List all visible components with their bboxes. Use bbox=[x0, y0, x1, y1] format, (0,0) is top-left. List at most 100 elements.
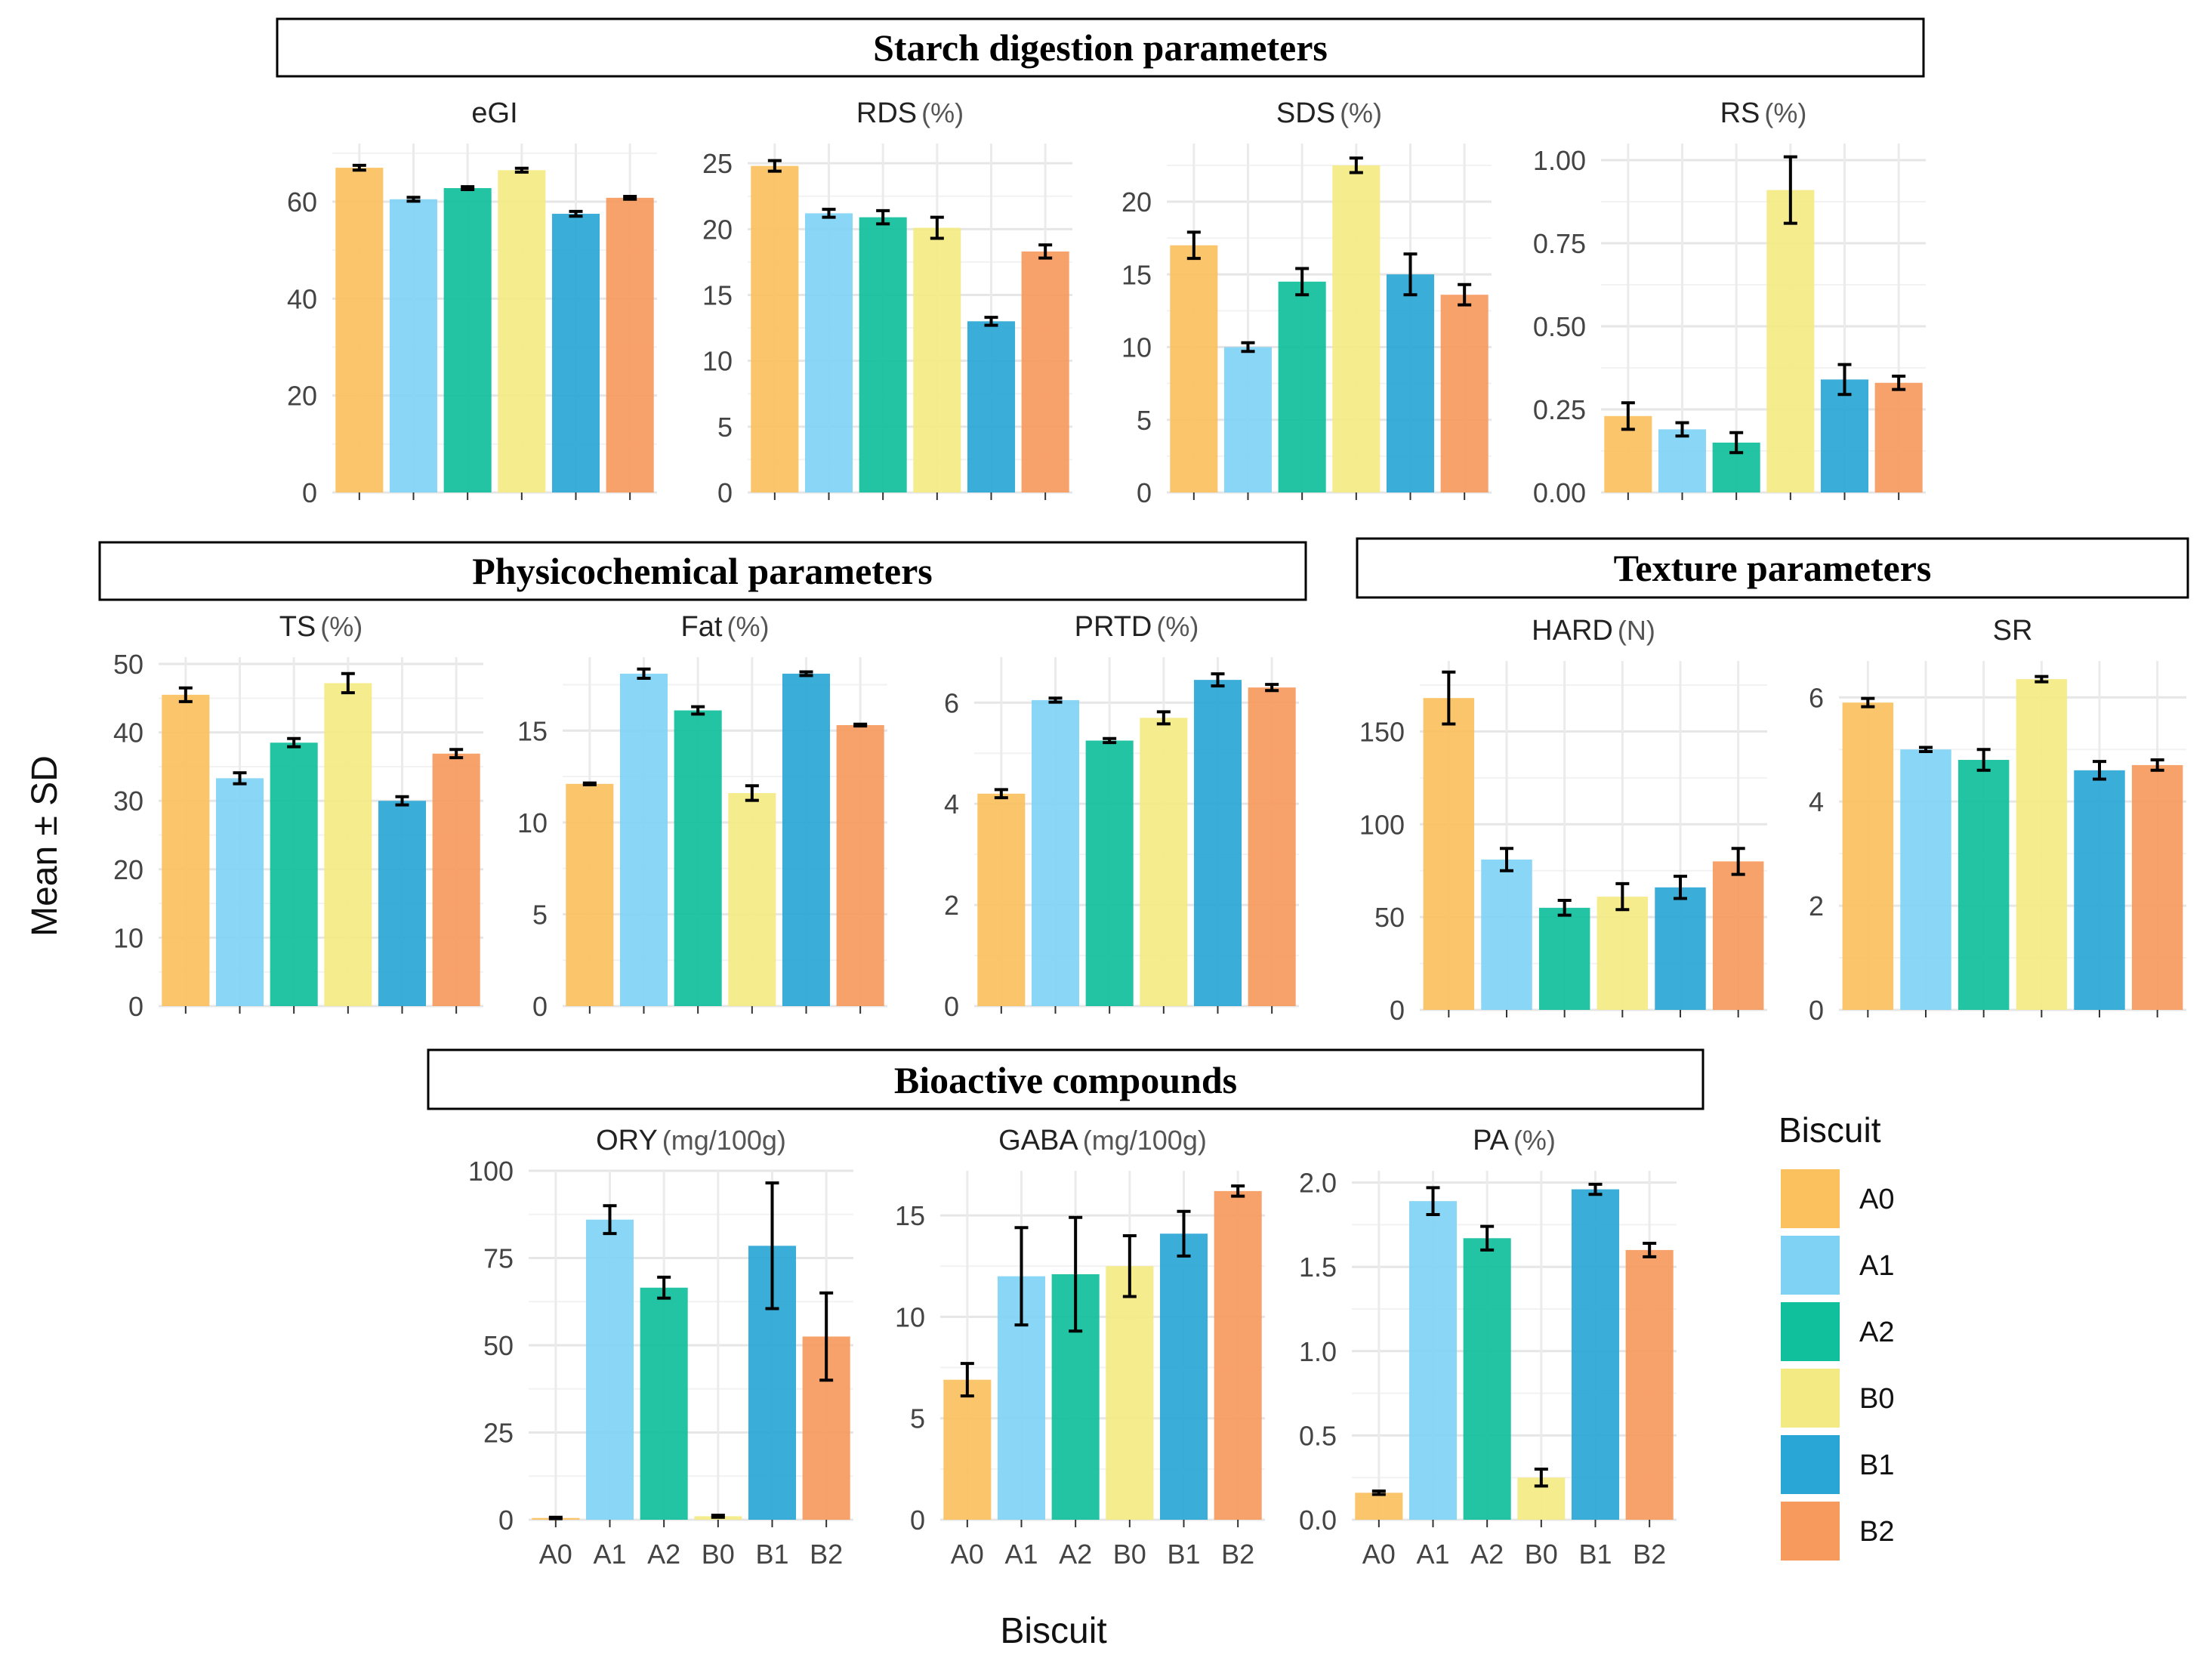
error-bar-b2 bbox=[1892, 375, 1906, 391]
panel-title-name: PA bbox=[1473, 1125, 1510, 1156]
bar-b1 bbox=[551, 214, 600, 492]
error-bar-a1 bbox=[1675, 421, 1689, 438]
y-tick-label: 0.25 bbox=[1533, 394, 1586, 425]
panel-title-name: TS bbox=[279, 611, 316, 643]
panel-title-unit: (%) bbox=[1764, 97, 1806, 128]
error-bar-a2 bbox=[1480, 1224, 1495, 1252]
error-bar-b1 bbox=[1588, 1182, 1603, 1196]
panel-title-name: SDS bbox=[1276, 97, 1335, 129]
y-tick-label: 40 bbox=[113, 718, 143, 749]
legend-swatch bbox=[1781, 1502, 1840, 1561]
y-tick-label: 15 bbox=[1121, 259, 1152, 290]
y-tick-label: 0.75 bbox=[1533, 228, 1586, 259]
error-bar-a0 bbox=[352, 163, 366, 172]
legend-label: A0 bbox=[1859, 1184, 1894, 1215]
x-tick-label: B0 bbox=[702, 1539, 735, 1570]
panel-title-name: SR bbox=[1993, 615, 2033, 647]
y-tick-label: 40 bbox=[287, 283, 317, 314]
legend-label: A2 bbox=[1859, 1317, 1894, 1348]
x-tick-label: A0 bbox=[539, 1539, 572, 1570]
panel-title: SR bbox=[1993, 615, 2033, 647]
x-tick-label: A1 bbox=[1416, 1539, 1449, 1570]
panel-title-name: RDS bbox=[856, 97, 917, 129]
bar-a0 bbox=[943, 1379, 992, 1520]
y-tick-label: 1.00 bbox=[1533, 145, 1586, 176]
bar-b0 bbox=[2016, 679, 2068, 1010]
x-tick-label: A2 bbox=[1059, 1539, 1092, 1570]
panel-title-unit: (%) bbox=[1513, 1125, 1556, 1156]
legend-label: B1 bbox=[1859, 1449, 1894, 1481]
error-bar-a1 bbox=[1500, 847, 1513, 872]
bar-b1 bbox=[1193, 680, 1242, 1006]
error-bar-a2 bbox=[1729, 431, 1744, 455]
bar-b2 bbox=[1440, 295, 1489, 492]
error-bar-a1 bbox=[637, 667, 651, 680]
y-tick-label: 0 bbox=[1390, 995, 1405, 1026]
error-bar-a0 bbox=[178, 686, 193, 703]
error-bar-b2 bbox=[449, 748, 464, 760]
bar-a0 bbox=[1842, 702, 1894, 1010]
x-tick-label: B2 bbox=[1221, 1539, 1254, 1570]
y-tick-label: 5 bbox=[910, 1403, 925, 1434]
legend-item-a0: A0 bbox=[1781, 1169, 1894, 1228]
bar-a1 bbox=[1481, 859, 1532, 1010]
x-tick-label: A0 bbox=[1362, 1539, 1396, 1570]
legend-swatch bbox=[1781, 1369, 1840, 1428]
panel-title-unit: (mg/100g) bbox=[1083, 1125, 1207, 1156]
panel-fat: Fat (%) 0 5 10 15 bbox=[517, 611, 887, 1022]
error-bar-b1 bbox=[395, 795, 409, 807]
y-tick-label: 15 bbox=[895, 1200, 925, 1231]
y-tick-label: 15 bbox=[702, 279, 733, 310]
error-bar-a2 bbox=[461, 185, 475, 191]
bar-a1 bbox=[1900, 749, 1951, 1010]
bar-a1 bbox=[215, 778, 264, 1006]
panel-title-unit: (%) bbox=[1156, 611, 1199, 642]
error-bar-a1 bbox=[603, 1204, 617, 1236]
y-tick-label: 4 bbox=[944, 789, 959, 820]
error-bar-a2 bbox=[1557, 899, 1572, 917]
error-bar-b1 bbox=[2093, 760, 2106, 781]
y-tick-label: 50 bbox=[483, 1330, 514, 1361]
legend-title: Biscuit bbox=[1779, 1110, 1881, 1150]
bar-a1 bbox=[804, 213, 853, 492]
bar-b1 bbox=[1820, 379, 1869, 492]
section-physico: Physicochemical parameters bbox=[98, 541, 1307, 601]
y-tick-label: 0 bbox=[944, 991, 959, 1022]
bar-a0 bbox=[751, 165, 799, 492]
legend-swatch bbox=[1781, 1236, 1840, 1295]
bar-a2 bbox=[1538, 907, 1590, 1010]
y-tick-label: 10 bbox=[113, 922, 143, 953]
panel-title-unit: (%) bbox=[320, 611, 362, 642]
bar-b1 bbox=[378, 801, 427, 1006]
y-tick-label: 50 bbox=[113, 649, 143, 680]
legend-label: B0 bbox=[1859, 1383, 1894, 1415]
error-bar-b1 bbox=[1177, 1209, 1191, 1258]
y-tick-label: 10 bbox=[517, 807, 548, 838]
x-tick-label: A2 bbox=[1470, 1539, 1504, 1570]
panel-title: Fat (%) bbox=[681, 611, 770, 643]
section-title-texture: Texture parameters bbox=[1614, 547, 1932, 589]
y-tick-label: 0 bbox=[1137, 477, 1152, 508]
y-tick-label: 50 bbox=[1374, 902, 1405, 933]
bar-a0 bbox=[1355, 1493, 1403, 1520]
y-tick-label: 0.50 bbox=[1533, 311, 1586, 342]
bar-a1 bbox=[1031, 699, 1080, 1006]
bar-b2 bbox=[1712, 861, 1764, 1010]
bar-a1 bbox=[1658, 429, 1707, 492]
error-bar-a0 bbox=[1621, 401, 1635, 431]
error-bar-a0 bbox=[1861, 696, 1875, 709]
error-bar-a0 bbox=[960, 1362, 974, 1398]
error-bar-b1 bbox=[1211, 672, 1225, 688]
bar-b1 bbox=[782, 673, 831, 1006]
error-bar-b2 bbox=[1643, 1241, 1657, 1258]
error-bar-a1 bbox=[822, 208, 836, 219]
error-bar-b0 bbox=[1783, 155, 1797, 225]
bar-a0 bbox=[1170, 245, 1218, 492]
error-bar-b0 bbox=[2035, 675, 2049, 684]
y-tick-label: 10 bbox=[895, 1301, 925, 1332]
bar-b1 bbox=[1386, 274, 1435, 492]
legend-label: A1 bbox=[1859, 1250, 1894, 1282]
bar-a0 bbox=[1423, 698, 1475, 1010]
panel-title: RDS (%) bbox=[856, 97, 964, 129]
